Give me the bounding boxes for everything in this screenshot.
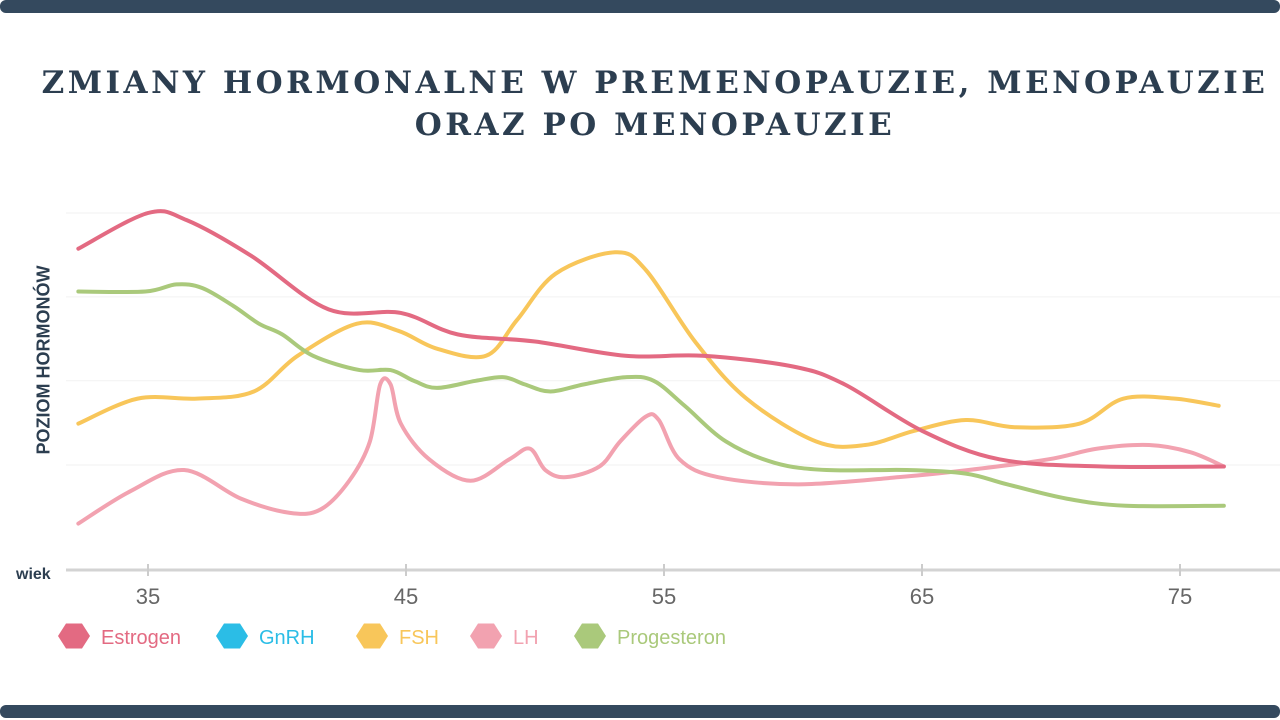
series-line-progesteron (76, 282, 1226, 509)
series-line-estrogen (76, 209, 1226, 469)
x-tick-label: 45 (394, 584, 418, 609)
legend-swatch-fsh (356, 623, 388, 649)
chart-title: ZMIANY HORMONALNE W PREMENOPAUZIE, MENOP… (41, 65, 1269, 143)
legend-label-lh: LH (513, 627, 539, 649)
top-border-bar (0, 0, 1280, 13)
x-tick-label: 65 (910, 584, 934, 609)
x-tick-label: 75 (1168, 584, 1192, 609)
x-tick-label: 55 (652, 584, 676, 609)
x-axis-label: wiek (16, 566, 51, 583)
bottom-border-bar (0, 705, 1280, 718)
legend-swatch-lh (470, 623, 502, 649)
series-line-lh (76, 376, 1226, 526)
legend-label-progesteron: Progesteron (617, 627, 726, 649)
legend-label-fsh: FSH (399, 627, 439, 649)
legend-swatch-gnrh (216, 623, 248, 649)
legend-swatch-estrogen (58, 623, 90, 649)
x-tick-label: 35 (136, 584, 160, 609)
series-line-fsh (76, 250, 1221, 449)
legend-label-estrogen: Estrogen (101, 627, 181, 649)
legend-label-gnrh: GnRH (259, 627, 315, 649)
legend-swatch-progesteron (574, 623, 606, 649)
